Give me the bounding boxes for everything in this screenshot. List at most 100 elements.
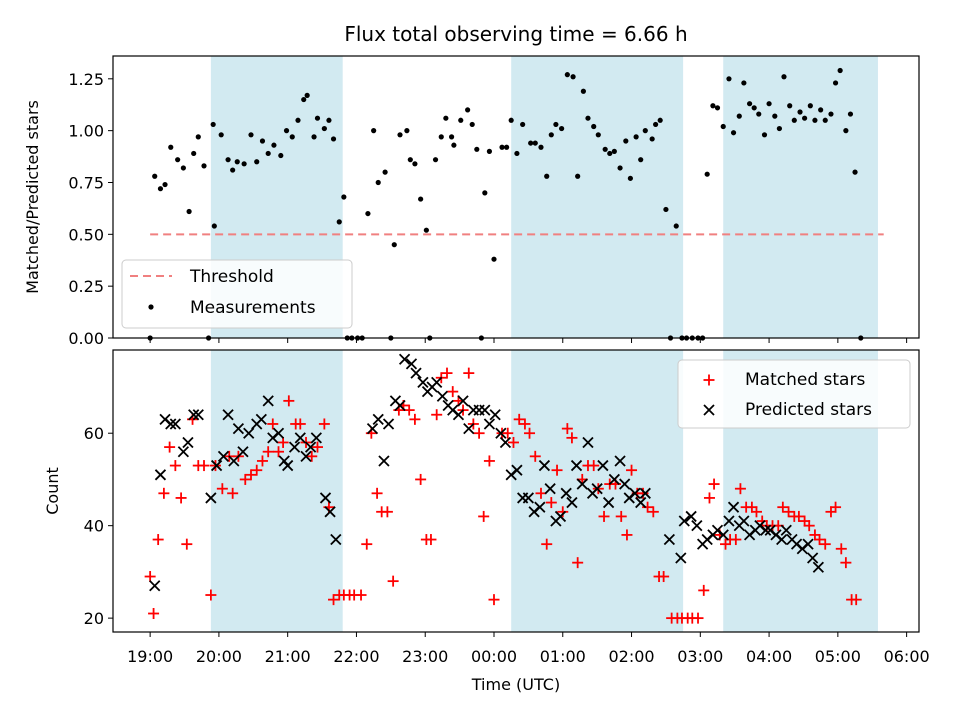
x-tick-label: 23:00 (402, 647, 448, 666)
matched-stars-points (144, 367, 862, 624)
measurement-point (532, 140, 538, 146)
matched-star-point (239, 473, 251, 485)
predicted-star-point (591, 483, 603, 495)
measurement-point (772, 113, 778, 119)
measurement-point (341, 194, 347, 200)
predicted-star-point (495, 427, 507, 439)
matched-star-point (488, 594, 500, 606)
measurement-point (595, 132, 601, 138)
matched-star-point (561, 423, 573, 435)
matched-star-point (513, 413, 525, 425)
measurement-point (371, 128, 377, 134)
matched-star-point (273, 446, 285, 458)
predicted-star-point (300, 450, 312, 462)
matched-star-point (425, 534, 437, 546)
matched-star-point (850, 594, 862, 606)
matched-star-point (519, 418, 531, 430)
matched-star-point (819, 538, 831, 550)
matched-star-point (175, 492, 187, 504)
matched-star-point (148, 608, 160, 620)
bottom-axes-frame (112, 349, 920, 633)
predicted-star-point (489, 409, 501, 421)
matched-star-point (840, 557, 852, 569)
matched-star-point (403, 404, 415, 416)
matched-star-point (473, 427, 485, 439)
predicted-star-point (222, 409, 234, 421)
matched-star-point (803, 520, 815, 532)
matched-star-point (835, 543, 847, 555)
predicted-star-point (255, 413, 267, 425)
predicted-star-point (499, 436, 512, 449)
shaded-interval-2 (511, 56, 684, 338)
top-panel: 0.00 0.25 0.50 0.75 1.00 1.25 Matched/Predict… (23, 55, 920, 348)
measurement-point (201, 163, 207, 169)
measurement-point (191, 150, 197, 157)
measurement-point (843, 128, 849, 134)
measurement-point (225, 157, 231, 163)
x-tick-label: 04:00 (746, 647, 792, 666)
predicted-star-point (304, 441, 317, 453)
top-legend: Threshold Measurements (121, 259, 353, 329)
measurement-point (559, 125, 565, 132)
measurement-point (714, 105, 721, 111)
predicted-star-point (378, 455, 390, 467)
matched-star-point (478, 510, 490, 522)
measurement-point (736, 113, 742, 119)
matched-star-point (164, 441, 176, 453)
measurement-point (776, 125, 782, 132)
predicted-star-point (629, 487, 641, 499)
measurement-point (397, 132, 403, 138)
matched-star-point (441, 367, 453, 379)
predicted-star-point (324, 506, 336, 518)
measurement-point (304, 92, 310, 98)
y-tick-label: 20 (84, 609, 104, 628)
shaded-interval-3 (723, 56, 878, 338)
measurement-point (828, 111, 834, 117)
shaded-interval-1 (210, 350, 343, 632)
measurement-point (230, 167, 236, 173)
measurement-point (642, 128, 648, 134)
predicted-star-point (635, 496, 647, 509)
measurement-point (241, 161, 247, 167)
x-tick-label: 22:00 (333, 647, 379, 666)
matched-star-point (524, 427, 536, 439)
measurement-point (265, 150, 271, 157)
predicted-star-point (228, 455, 240, 467)
matched-star-point (692, 612, 704, 624)
matched-star-point (144, 571, 156, 583)
measurement-point (482, 190, 488, 196)
predicted-star-point (154, 469, 167, 481)
measurement-point (787, 103, 793, 109)
x-tick-label: 21:00 (265, 647, 311, 666)
matched-star-point (205, 589, 217, 601)
matched-star-point (529, 450, 541, 462)
predicted-star-point (678, 515, 690, 527)
measurement-point (638, 157, 644, 163)
matched-star-point (557, 506, 569, 518)
predicted-star-point (398, 353, 411, 365)
predicted-star-point (576, 478, 588, 490)
x-tick-label: 19:00 (127, 647, 173, 666)
top-y-axis-label: Matched/Predicted stars (23, 100, 42, 294)
measurement-point (832, 80, 839, 86)
matched-star-point (814, 534, 826, 546)
predicted-star-point (394, 399, 406, 412)
measurement-point (168, 144, 174, 150)
measurement-point (301, 96, 307, 103)
measurement-point (649, 136, 655, 142)
measurement-point (528, 140, 534, 146)
matched-star-point (245, 469, 257, 481)
measurement-point (314, 115, 321, 121)
matched-star-point (566, 432, 578, 444)
matched-star-point (267, 418, 279, 430)
matched-star-point (277, 436, 289, 448)
predicted-star-point (522, 492, 535, 504)
predicted-star-point (372, 413, 384, 425)
predicted-star-point (723, 515, 735, 527)
measurement-point (570, 74, 576, 80)
predicted-star-point (738, 515, 750, 527)
measurement-point (491, 256, 497, 262)
predicted-star-point (294, 432, 306, 444)
measurement-point (326, 117, 332, 123)
matched-star-point (371, 487, 383, 499)
